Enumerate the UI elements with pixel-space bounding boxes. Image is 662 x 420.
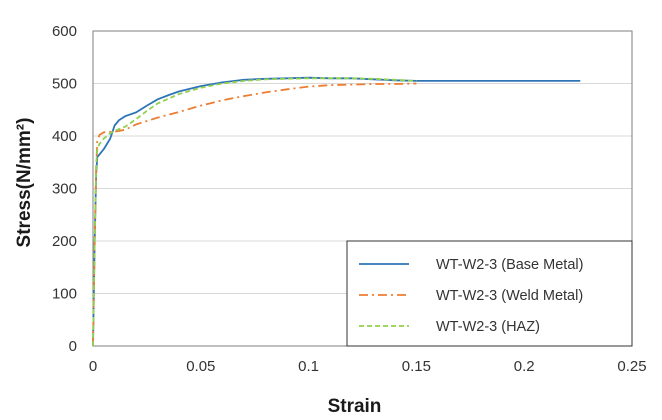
series-lines — [92, 76, 581, 347]
legend-label: WT-W2-3 (HAZ) — [436, 319, 540, 335]
legend: WT-W2-3 (Base Metal) WT-W2-3 (Weld Metal)… — [346, 240, 633, 347]
y-tick-label: 200 — [52, 233, 77, 250]
x-tick-label: 0.25 — [617, 358, 646, 375]
x-tick-label: 0.15 — [402, 358, 431, 375]
series-line-2 — [92, 77, 417, 347]
y-tick-label: 0 — [69, 338, 77, 355]
tick-labels: 0 100 200 300 400 500 600 0 0.05 0.1 0.15 0.2 0.25 — [52, 23, 647, 375]
series-line-0 — [92, 76, 581, 347]
legend-box — [346, 240, 633, 347]
x-tick-label: 0.05 — [186, 358, 215, 375]
y-tick-label: 500 — [52, 76, 77, 93]
y-tick-label: 100 — [52, 286, 77, 303]
x-axis-title: Strain — [328, 396, 382, 417]
y-tick-label: 400 — [52, 128, 77, 145]
x-tick-label: 0.1 — [298, 358, 319, 375]
x-tick-label: 0 — [89, 358, 97, 375]
legend-label: WT-W2-3 (Weld Metal) — [436, 288, 583, 304]
y-tick-label: 300 — [52, 181, 77, 198]
y-tick-label: 600 — [52, 23, 77, 40]
legend-label: WT-W2-3 (Base Metal) — [436, 257, 583, 273]
y-axis-title: Stress(N/mm²) — [14, 118, 35, 248]
x-tick-label: 0.2 — [514, 358, 535, 375]
series-line-1 — [92, 82, 417, 347]
